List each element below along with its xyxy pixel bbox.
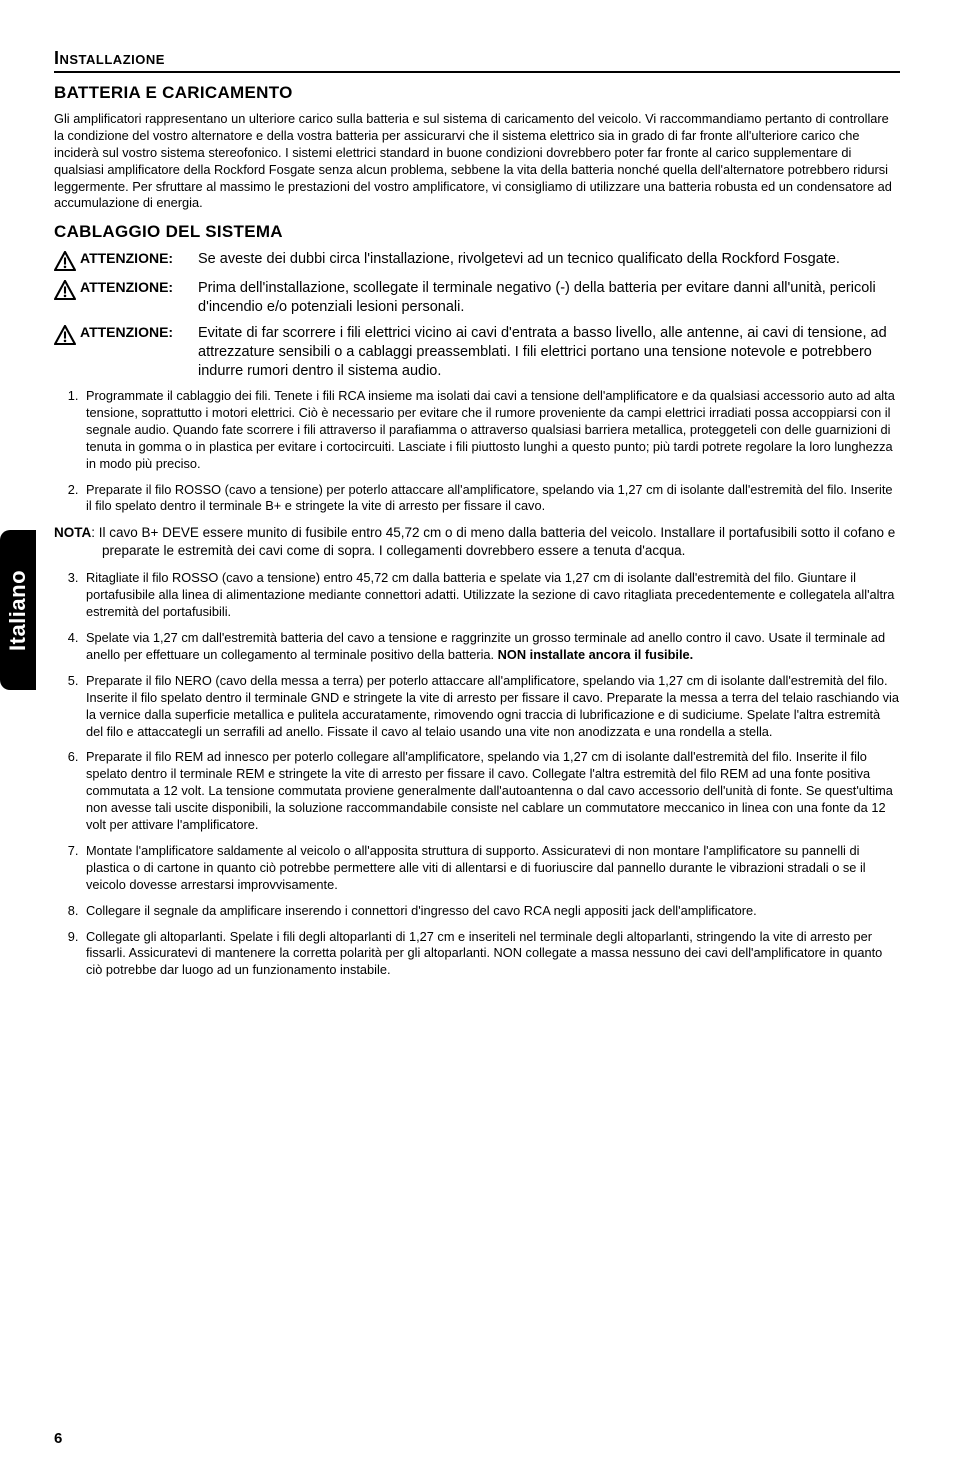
warning-text: Evitate di far scorrere i fili elettrici… bbox=[198, 324, 900, 380]
warning-label: ATTENZIONE: bbox=[80, 279, 198, 295]
warning-row: ATTENZIONE: Se aveste dei dubbi circa l'… bbox=[54, 250, 900, 271]
warning-label: ATTENZIONE: bbox=[80, 324, 198, 340]
section-heading: Installazione bbox=[54, 48, 900, 73]
warning-row: ATTENZIONE: Prima dell'installazione, sc… bbox=[54, 279, 900, 316]
warning-icon bbox=[54, 251, 76, 271]
subheading-wiring: CABLAGGIO DEL SISTEMA bbox=[54, 222, 900, 242]
list-item: Montate l'amplificatore saldamente al ve… bbox=[82, 843, 900, 894]
note-text: : Il cavo B+ DEVE essere munito di fusib… bbox=[91, 525, 895, 558]
list-item: Collegate gli altoparlanti. Spelate i fi… bbox=[82, 929, 900, 980]
warning-text: Se aveste dei dubbi circa l'installazion… bbox=[198, 250, 900, 269]
page-number: 6 bbox=[54, 1430, 62, 1447]
warning-row: ATTENZIONE: Evitate di far scorrere i fi… bbox=[54, 324, 900, 380]
list-item: Programmate il cablaggio dei fili. Tenet… bbox=[82, 388, 900, 472]
list-item: Preparate il filo ROSSO (cavo a tensione… bbox=[82, 482, 900, 516]
warning-icon bbox=[54, 325, 76, 345]
list-item: Collegare il segnale da amplificare inse… bbox=[82, 903, 900, 920]
warning-icon bbox=[54, 280, 76, 300]
warning-text: Prima dell'installazione, scollegate il … bbox=[198, 279, 900, 316]
list-item: Ritagliate il filo ROSSO (cavo a tension… bbox=[82, 570, 900, 621]
intro-paragraph: Gli amplificatori rappresentano un ulter… bbox=[54, 111, 900, 212]
list-item: Preparate il filo NERO (cavo della messa… bbox=[82, 673, 900, 741]
language-tab: Italiano bbox=[0, 530, 36, 690]
note-paragraph: NOTA: Il cavo B+ DEVE essere munito di f… bbox=[54, 524, 900, 560]
steps-list-2: Ritagliate il filo ROSSO (cavo a tension… bbox=[54, 570, 900, 979]
list-item: Preparate il filo REM ad innesco per pot… bbox=[82, 749, 900, 833]
note-label: NOTA bbox=[54, 525, 91, 540]
steps-list-1: Programmate il cablaggio dei fili. Tenet… bbox=[54, 388, 900, 515]
list-item: Spelate via 1,27 cm dall'estremità batte… bbox=[82, 630, 900, 664]
warning-label: ATTENZIONE: bbox=[80, 250, 198, 266]
subheading-battery: BATTERIA E CARICAMENTO bbox=[54, 83, 900, 103]
